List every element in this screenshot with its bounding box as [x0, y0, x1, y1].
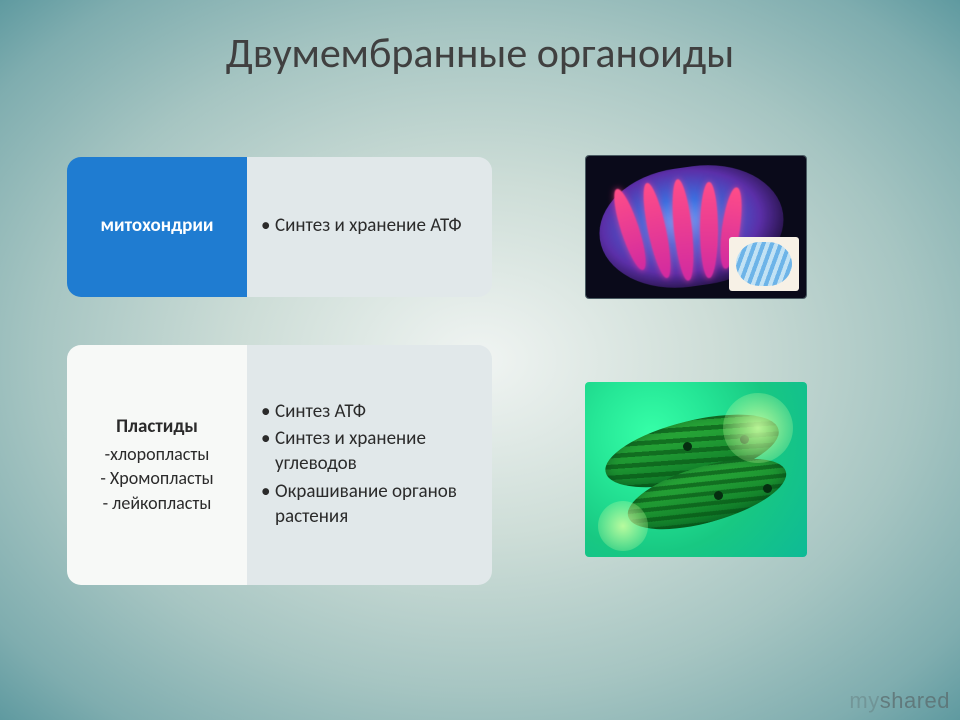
mitochondrion-image: [585, 155, 807, 299]
page-title: Двумембранные органоиды: [0, 28, 960, 79]
block-plastids: Пластиды -хлоропласты- Хромопласты- лейк…: [67, 345, 492, 585]
card-mitochondria-label: митохондрии: [67, 157, 247, 297]
function-item: Синтез и хранение АТФ: [261, 213, 474, 238]
watermark-suffix: shared: [880, 688, 950, 713]
block-mitochondria: митохондрии Синтез и хранение АТФ: [67, 157, 492, 297]
watermark: myshared: [849, 688, 950, 714]
function-item: Синтез и хранение углеводов: [261, 426, 474, 476]
chloroplast-image: [585, 382, 807, 557]
function-item: Окрашивание органов растения: [261, 479, 474, 529]
heading-plastids: Пластиды: [116, 415, 198, 438]
heading-mitochondria: митохондрии: [101, 214, 214, 237]
plastid-subtype: - Хромопласты: [100, 466, 213, 490]
function-item: Синтез АТФ: [261, 399, 474, 424]
plastid-subtype: - лейкопласты: [100, 491, 213, 515]
card-plastids-functions: Синтез АТФСинтез и хранение углеводовОкр…: [247, 345, 492, 585]
card-mitochondria-functions: Синтез и хранение АТФ: [247, 157, 492, 297]
card-plastids-label: Пластиды -хлоропласты- Хромопласты- лейк…: [67, 345, 247, 585]
watermark-prefix: my: [849, 688, 879, 713]
plastid-subtype: -хлоропласты: [100, 442, 213, 466]
